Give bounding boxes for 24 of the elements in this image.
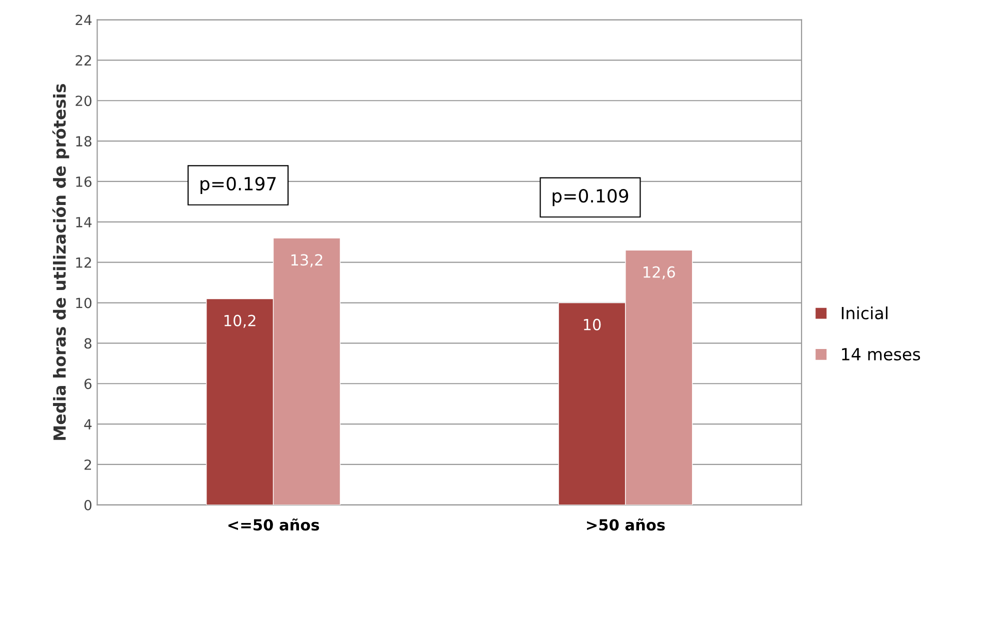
- y-tick-label: 8: [84, 338, 92, 349]
- x-tick-label: >50 años: [586, 518, 665, 531]
- data-label: 10,2: [224, 314, 256, 328]
- y-tick-label: 20: [76, 96, 92, 106]
- legend-label: 14 meses: [842, 348, 920, 361]
- y-tick-label: 14: [76, 217, 92, 228]
- y-tick-label: 24: [76, 14, 92, 26]
- y-tick-label: 0: [84, 500, 92, 510]
- annotation: p=0.197: [200, 176, 276, 194]
- data-label: 12,6: [644, 266, 675, 280]
- data-label: 10: [584, 318, 601, 330]
- y-tick-label: 2: [84, 459, 91, 470]
- y-tick-label: 18: [76, 136, 92, 147]
- annotation: p=0.109: [552, 189, 628, 206]
- y-tick-label: 16: [76, 176, 92, 187]
- y-tick-label: 12: [76, 257, 91, 268]
- y-tick-label: 4: [84, 419, 92, 430]
- x-tick-label: <=50 años: [228, 518, 320, 531]
- y-tick-label: 6: [84, 378, 92, 390]
- y-tick-label: 10: [76, 298, 92, 308]
- y-axis-title: Media horas de utilización de prótesis: [52, 84, 70, 440]
- legend-label: Inicial: [842, 306, 888, 320]
- y-tick-label: 22: [76, 55, 91, 66]
- data-label: 13,2: [291, 254, 322, 268]
